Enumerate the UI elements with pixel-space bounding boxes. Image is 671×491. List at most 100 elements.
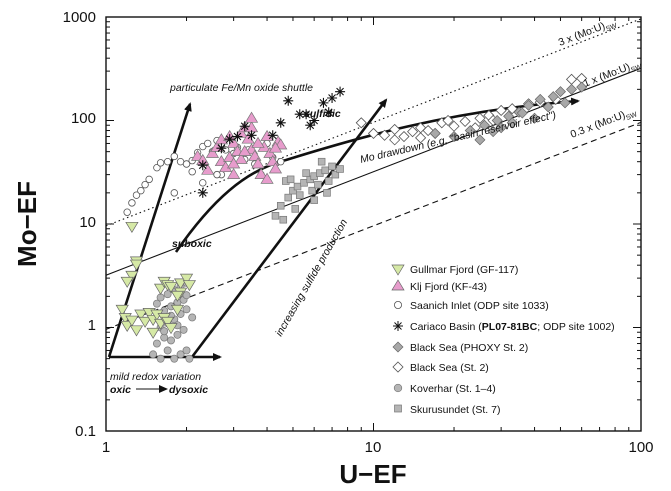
legend-cariaco-part1: Cariaco Basin ( [410,321,482,333]
point-black-sea-st-2-13 [495,104,507,117]
point-skurusundet-st-7-0 [271,212,280,220]
point-klj-fjord-kf-43-20 [268,162,283,174]
point-black-sea-st-2-0 [355,117,367,129]
point-black-sea-phoxy-st-2-20 [516,107,528,119]
annotation-drawdown: Mo drawdown (e.g, "basin reservoir effec… [359,109,557,166]
point-black-sea-st-2-2 [379,129,391,141]
legend-cariaco-part3: ; ODP site 1002) [537,321,614,333]
point-skurusundet-st-7-2 [284,193,292,202]
point-koverhar-st-1-4-29 [160,327,169,336]
annotation-mild-redox: mild redox variation [110,371,201,383]
point-saanich-inlet-odp-site-1033-5 [145,175,153,184]
arrow-sulfide-production [190,98,388,358]
point-koverhar-st-1-4-10 [173,330,182,339]
point-koverhar-st-1-4-21 [152,299,161,308]
point-gullmar-fjord-gf-117-24 [164,281,178,293]
point-gullmar-fjord-gf-117-0 [125,221,139,233]
point-black-sea-phoxy-st-2-1 [448,131,460,143]
point-koverhar-st-1-4-23 [163,290,172,299]
annotation-suboxic: suboxic [172,238,212,250]
point-cariaco-basin-pl07-81bc-odp-site-1002-10 [309,115,320,126]
point-cariaco-basin-pl07-81bc-odp-site-1002-1 [197,187,208,198]
point-saanich-inlet-odp-site-1033-8 [163,157,172,166]
point-cariaco-basin-pl07-81bc-odp-site-1002-3 [232,131,243,142]
legend-label-saanich: Saanich Inlet (ODP site 1033) [410,300,549,312]
point-saanich-inlet-odp-site-1033-9 [170,152,178,161]
point-saanich-inlet-odp-site-1033-32 [188,168,196,176]
point-klj-fjord-kf-43-27 [268,141,283,153]
legend-label-gullmar: Gullmar Fjord (GF-117) [410,264,518,276]
point-cariaco-basin-pl07-81bc-odp-site-1002-8 [294,109,305,120]
point-skurusundet-st-7-3 [289,186,297,195]
point-skurusundet-st-7-1 [276,202,285,210]
point-saanich-inlet-odp-site-1033-1 [128,199,136,207]
y-axis-label: Mo−EF [12,181,42,267]
x-tick-label-10: 10 [365,439,382,456]
point-cariaco-basin-pl07-81bc-odp-site-1002-17 [275,117,286,128]
point-black-sea-phoxy-st-2-10 [554,86,566,98]
point-skurusundet-st-7-4 [293,182,302,191]
plot-frame [105,16,642,432]
point-gullmar-fjord-gf-117-17 [161,316,175,328]
y-tick-label-1: 1 [88,317,96,334]
point-black-sea-phoxy-st-2-16 [506,117,518,129]
point-klj-fjord-kf-43-32 [238,144,252,157]
point-gullmar-fjord-gf-117-3 [125,270,139,282]
point-black-sea-phoxy-st-2-0 [429,127,441,139]
point-skurusundet-st-7-17 [336,165,344,173]
point-black-sea-phoxy-st-2-4 [491,115,503,126]
point-skurusundet-st-7-10 [328,162,336,171]
point-cariaco-basin-pl07-81bc-odp-site-1002-4 [224,134,235,145]
point-black-sea-phoxy-st-2-11 [566,83,578,95]
point-klj-fjord-kf-43-7 [227,136,241,148]
point-skurusundet-st-7-13 [308,186,316,195]
point-koverhar-st-1-4-22 [156,293,165,302]
point-koverhar-st-1-4-11 [179,325,188,334]
point-klj-fjord-kf-43-2 [205,146,220,158]
point-black-sea-st-2-23 [389,123,401,135]
legend-cariaco-part2: PL07-81BC [482,321,538,333]
point-skurusundet-st-7-14 [314,180,322,189]
point-black-sea-phoxy-st-2-14 [529,112,541,124]
point-skurusundet-st-7-12 [295,191,304,199]
annotation-oxic: oxic [110,384,131,396]
point-black-sea-phoxy-st-2-7 [523,99,535,111]
legend-marker-cariaco [393,321,403,331]
point-cariaco-basin-pl07-81bc-odp-site-1002-5 [216,143,227,154]
legend-marker-koljo [391,279,405,291]
legend-label-skurusundet: Skurusundet (St. 7) [410,404,500,416]
point-cariaco-basin-pl07-81bc-odp-site-1002-12 [327,92,338,103]
point-saanich-inlet-odp-site-1033-29 [170,189,178,197]
point-koverhar-st-1-4-31 [182,291,191,300]
point-klj-fjord-kf-43-29 [227,167,241,179]
arrow-sulfidic [174,97,580,253]
point-gullmar-fjord-gf-117-29 [170,290,185,302]
point-saanich-inlet-odp-site-1033-6 [153,163,161,172]
legend-marker-gullmar [391,264,405,276]
point-klj-fjord-kf-43-30 [260,172,274,184]
point-cariaco-basin-pl07-81bc-odp-site-1002-6 [246,130,257,141]
legend-marker-skurusundet [394,404,402,413]
legend: Gullmar Fjord (GF-117) Klj Fjord (KF-43)… [391,264,615,416]
point-saanich-inlet-odp-site-1033-15 [204,139,212,148]
point-koverhar-st-1-4-6 [185,354,194,363]
point-cariaco-basin-pl07-81bc-odp-site-1002-14 [305,120,316,131]
point-koverhar-st-1-4-2 [163,346,172,355]
point-black-sea-phoxy-st-2-15 [474,134,486,146]
point-skurusundet-st-7-22 [279,215,288,224]
point-black-sea-st-2-18 [565,73,578,85]
axis-ticks [105,17,641,432]
point-koverhar-st-1-4-5 [182,346,191,355]
point-black-sea-st-2-20 [415,132,427,144]
point-koverhar-st-1-4-1 [156,354,165,363]
point-black-sea-phoxy-st-2-8 [534,93,546,105]
point-klj-fjord-kf-43-31 [227,157,241,169]
point-gullmar-fjord-gf-117-9 [129,325,144,337]
point-skurusundet-st-7-16 [331,170,340,179]
point-cariaco-basin-pl07-81bc-odp-site-1002-0 [197,160,208,171]
point-koverhar-st-1-4-9 [167,336,175,345]
point-saanich-inlet-odp-site-1033-30 [199,179,207,187]
point-skurusundet-st-7-15 [324,177,333,185]
point-saanich-inlet-odp-site-1033-4 [141,180,149,189]
